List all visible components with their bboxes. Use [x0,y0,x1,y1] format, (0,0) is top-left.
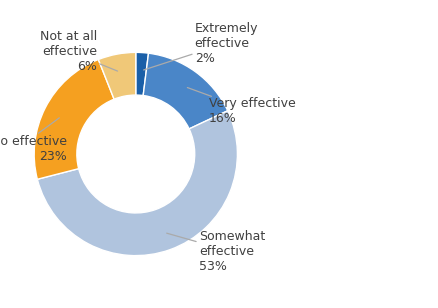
Text: Not so effective
23%: Not so effective 23% [0,118,67,163]
Wedge shape [37,111,237,256]
Text: Extremely
effective
2%: Extremely effective 2% [144,22,258,70]
Wedge shape [99,52,136,99]
Text: Not at all
effective
6%: Not at all effective 6% [40,30,117,73]
Wedge shape [136,52,148,95]
Text: Very effective
16%: Very effective 16% [187,87,296,125]
Text: Somewhat
effective
53%: Somewhat effective 53% [167,230,265,273]
Wedge shape [143,53,228,129]
Wedge shape [34,59,114,179]
